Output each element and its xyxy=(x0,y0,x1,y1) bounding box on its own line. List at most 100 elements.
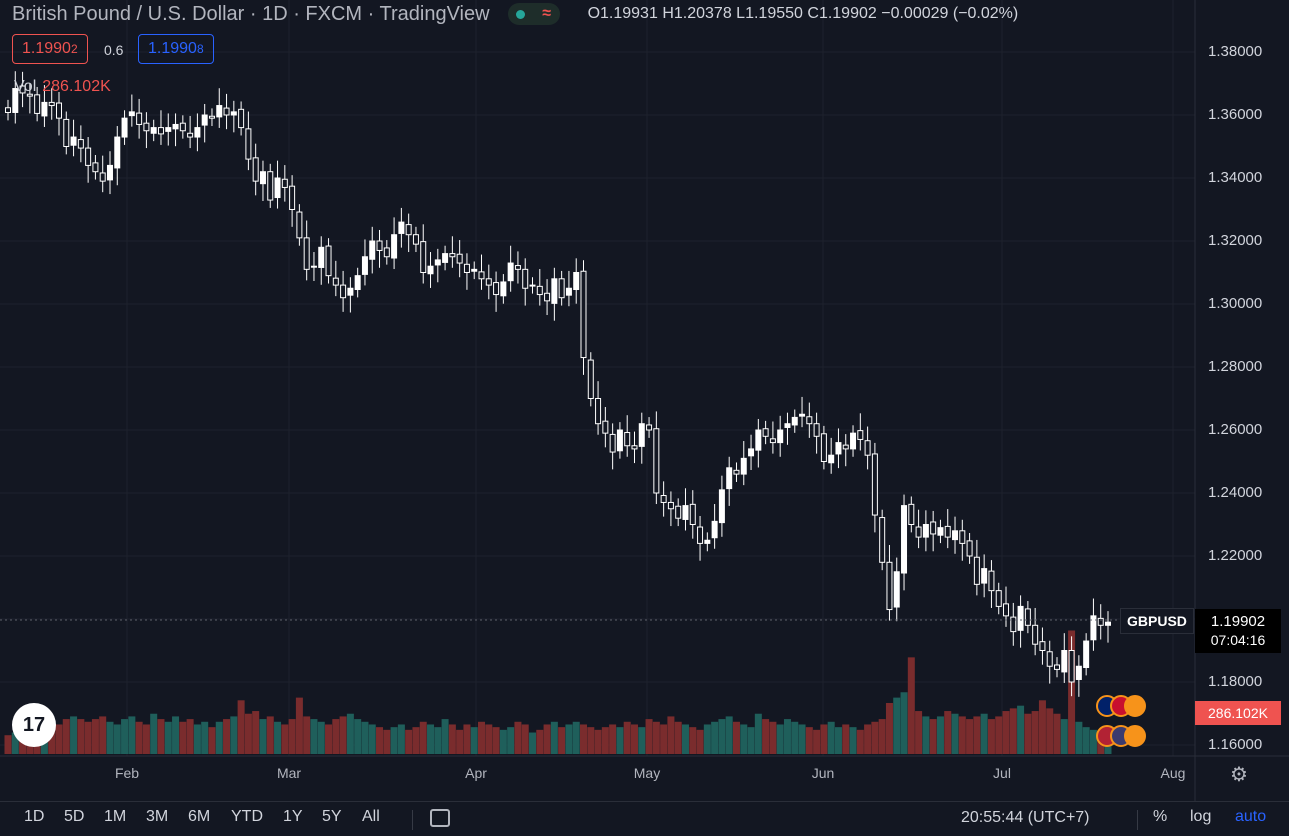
candle-body xyxy=(179,122,186,132)
range-1m[interactable]: 1M xyxy=(104,808,127,825)
volume-bar xyxy=(973,716,981,754)
range-ytd[interactable]: YTD xyxy=(231,808,263,825)
event-icon[interactable] xyxy=(1124,725,1146,747)
volume-bar xyxy=(223,719,231,754)
ohlc-open: 1.19931 xyxy=(600,5,658,22)
volume-bar xyxy=(4,735,12,754)
volume-bar xyxy=(725,716,733,754)
range-5y[interactable]: 5Y xyxy=(322,808,342,825)
volume-bar xyxy=(732,721,740,754)
candle-body xyxy=(609,433,616,453)
candle-body xyxy=(48,101,55,107)
volume-bar xyxy=(703,724,711,754)
range-3m[interactable]: 3M xyxy=(146,808,169,825)
range-1y[interactable]: 1Y xyxy=(283,808,303,825)
candle-body xyxy=(1068,650,1075,683)
market-status[interactable]: ≈ xyxy=(507,3,560,25)
volume-bar xyxy=(434,727,442,754)
volume-bar xyxy=(186,719,194,754)
volume-bar xyxy=(106,721,114,754)
volume-bar xyxy=(354,719,362,754)
candle-body xyxy=(1083,640,1090,669)
volume-bar xyxy=(645,719,653,754)
candle-body xyxy=(252,157,259,182)
volume-bar xyxy=(762,719,770,754)
volume-bar xyxy=(915,711,923,754)
volume-bar xyxy=(623,721,631,754)
volume-bar xyxy=(514,721,522,754)
log-toggle[interactable]: log xyxy=(1190,808,1212,825)
auto-scale-toggle[interactable]: auto xyxy=(1235,808,1267,825)
volume-bar xyxy=(966,719,974,754)
go-to-date-calendar-icon[interactable] xyxy=(430,809,450,827)
volume-bar xyxy=(550,721,558,754)
symbol-title[interactable]: British Pound / U.S. Dollar · 1D · FXCM … xyxy=(12,2,490,25)
volume-bar xyxy=(288,719,296,754)
volume-bar xyxy=(274,721,282,754)
tradingview-logo[interactable]: 17 xyxy=(12,703,56,747)
volume-bar xyxy=(405,729,413,754)
clock-timezone[interactable]: 20:55:44 (UTC+7) xyxy=(961,809,1090,826)
event-icon[interactable] xyxy=(1124,695,1146,717)
range-5d[interactable]: 5D xyxy=(64,808,85,825)
time-tick-label: Feb xyxy=(114,765,140,781)
time-tick-label: Jun xyxy=(811,765,835,781)
candle-body xyxy=(915,526,922,538)
volume-bar xyxy=(368,724,376,754)
candle-body xyxy=(376,240,383,251)
volume-bar xyxy=(230,716,238,754)
volume-bar xyxy=(259,719,267,754)
volume-bar xyxy=(266,716,274,754)
volume-bar xyxy=(11,732,19,754)
price-tick-label: 1.38000 xyxy=(1208,43,1263,60)
range-6m[interactable]: 6M xyxy=(188,808,211,825)
volume-bar xyxy=(91,719,99,754)
volume-bar xyxy=(783,719,791,754)
candle-body xyxy=(850,432,857,450)
volume-bar xyxy=(303,716,311,754)
candle-body xyxy=(835,442,842,455)
volume-bar xyxy=(820,724,828,754)
candle-body xyxy=(842,444,849,450)
price-tick-label: 1.22000 xyxy=(1208,547,1263,564)
candle-body xyxy=(616,429,623,452)
candle-body xyxy=(740,457,747,475)
volume-bar xyxy=(936,716,944,754)
volume-bar xyxy=(995,716,1003,754)
ohlc-low: 1.19550 xyxy=(745,5,803,22)
volume-bar xyxy=(660,724,668,754)
candle-body xyxy=(223,107,230,116)
sell-button[interactable]: 1.1990 2 xyxy=(12,34,88,64)
wave-icon: ≈ xyxy=(542,5,551,22)
volume-bar xyxy=(958,716,966,754)
candle-body xyxy=(99,172,106,182)
candle-body xyxy=(514,265,521,270)
range-1d[interactable]: 1D xyxy=(24,808,45,825)
volume-bar xyxy=(529,732,537,754)
candle-body xyxy=(114,136,121,169)
candle-body xyxy=(1003,603,1010,617)
volume-bar xyxy=(827,721,835,754)
candle-body xyxy=(558,278,565,299)
candle-body xyxy=(347,287,354,296)
range-all[interactable]: All xyxy=(362,808,380,825)
settings-gear-icon[interactable]: ⚙ xyxy=(1230,764,1248,786)
candle-body xyxy=(187,132,194,138)
candle-body xyxy=(70,136,77,146)
volume-bar xyxy=(798,724,806,754)
percent-toggle[interactable]: % xyxy=(1153,808,1168,825)
volume-legend[interactable]: Vol 286.102K xyxy=(14,78,111,96)
volume-bar xyxy=(70,716,78,754)
price-chart[interactable] xyxy=(0,0,1289,801)
volume-bar xyxy=(696,729,704,754)
candle-body xyxy=(981,568,988,584)
volume-bar xyxy=(325,724,333,754)
candle-body xyxy=(697,526,704,544)
candle-body xyxy=(34,94,41,114)
buy-button[interactable]: 1.1990 8 xyxy=(138,34,214,64)
volume-bar xyxy=(594,729,602,754)
volume-bar xyxy=(885,702,893,754)
volume-bar xyxy=(630,724,638,754)
volume-bar xyxy=(893,697,901,754)
candle-body xyxy=(602,420,609,434)
